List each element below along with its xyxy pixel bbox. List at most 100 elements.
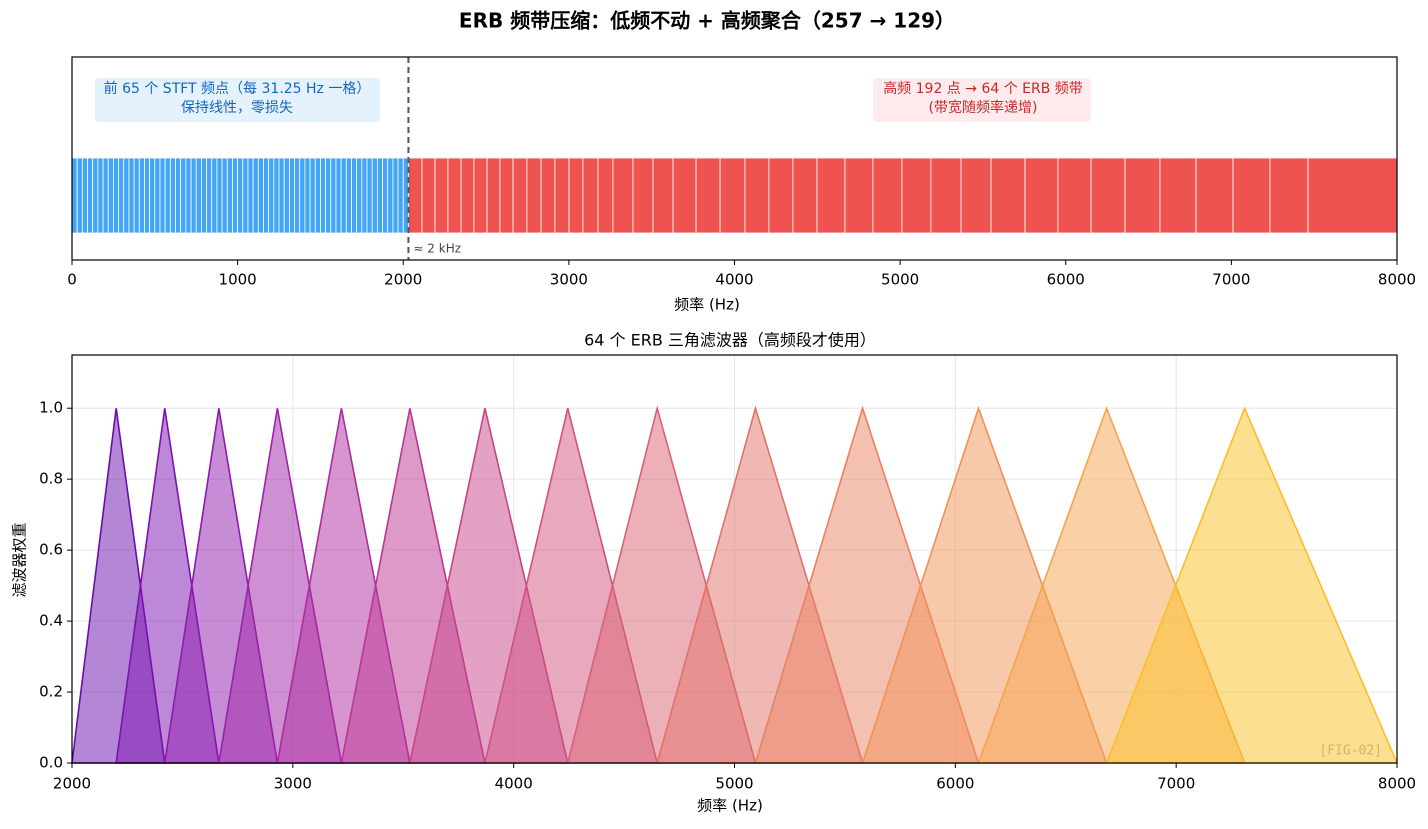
band bbox=[180, 157, 187, 234]
band bbox=[247, 157, 254, 234]
band bbox=[1124, 157, 1161, 234]
band bbox=[421, 157, 436, 234]
band bbox=[345, 157, 352, 234]
band bbox=[792, 157, 818, 234]
band bbox=[206, 157, 213, 234]
annotation-box bbox=[873, 78, 1091, 122]
y-tick-label: 1.0 bbox=[39, 399, 63, 417]
band bbox=[268, 157, 275, 234]
band bbox=[361, 157, 368, 234]
band bbox=[299, 157, 306, 234]
x-tick-label: 3000 bbox=[550, 271, 588, 289]
band bbox=[273, 157, 280, 234]
band bbox=[672, 157, 697, 234]
x-tick-label: 7000 bbox=[1212, 271, 1250, 289]
band bbox=[960, 157, 992, 234]
band bbox=[76, 157, 83, 234]
band bbox=[335, 157, 342, 234]
y-tick-label: 0.6 bbox=[39, 541, 63, 559]
band bbox=[71, 157, 78, 234]
annotation: 前 65 个 STFT 频点（每 31.25 Hz 一格） bbox=[104, 80, 371, 97]
band bbox=[844, 157, 874, 234]
band bbox=[200, 157, 207, 234]
band bbox=[149, 157, 156, 234]
annotation: 高频 192 点 → 64 个 ERB 频带 bbox=[883, 80, 1083, 97]
y-tick-label: 0.2 bbox=[39, 683, 63, 701]
band bbox=[568, 157, 584, 234]
y-tick-label: 0.0 bbox=[39, 754, 63, 772]
split-label: ≈ 2 kHz bbox=[413, 242, 461, 256]
band bbox=[164, 157, 171, 234]
band bbox=[582, 157, 599, 234]
x-tick-label: 6000 bbox=[1047, 271, 1085, 289]
band bbox=[87, 157, 94, 234]
band bbox=[376, 157, 383, 234]
band bbox=[232, 157, 239, 234]
x-tick-label: 2000 bbox=[53, 775, 91, 793]
x-axis-label: 频率 (Hz) bbox=[697, 797, 763, 815]
x-tick-label: 5000 bbox=[881, 271, 919, 289]
band bbox=[612, 157, 634, 234]
y-tick-label: 0.8 bbox=[39, 470, 63, 488]
band bbox=[128, 157, 135, 234]
band bbox=[190, 157, 197, 234]
band bbox=[294, 157, 301, 234]
band bbox=[237, 157, 244, 234]
band bbox=[512, 157, 528, 234]
band bbox=[744, 157, 770, 234]
band bbox=[309, 157, 316, 234]
band bbox=[216, 157, 223, 234]
x-tick-label: 7000 bbox=[1157, 775, 1195, 793]
band bbox=[1269, 157, 1309, 234]
band bbox=[123, 157, 130, 234]
band bbox=[460, 157, 475, 234]
band bbox=[92, 157, 99, 234]
band bbox=[325, 157, 332, 234]
band bbox=[366, 157, 373, 234]
band bbox=[278, 157, 285, 234]
annotation: 保持线性，零损失 bbox=[181, 100, 293, 116]
figure-title: ERB 频带压缩：低频不动 + 高频聚合（257 → 129） bbox=[459, 9, 955, 33]
band bbox=[990, 157, 1026, 234]
band bbox=[1024, 157, 1059, 234]
band bbox=[1232, 157, 1271, 234]
band bbox=[1057, 157, 1092, 234]
band bbox=[1090, 157, 1126, 234]
band bbox=[408, 157, 423, 234]
band bbox=[768, 157, 794, 234]
band bbox=[159, 157, 166, 234]
x-tick-label: 1000 bbox=[219, 271, 257, 289]
band bbox=[226, 157, 233, 234]
band bbox=[330, 157, 337, 234]
y-tick-label: 0.4 bbox=[39, 612, 63, 630]
band bbox=[382, 157, 389, 234]
band bbox=[695, 157, 721, 234]
x-tick-label: 4000 bbox=[495, 775, 533, 793]
band bbox=[97, 157, 104, 234]
x-tick-label: 2000 bbox=[384, 271, 422, 289]
band bbox=[540, 157, 556, 234]
x-tick-label: 0 bbox=[67, 271, 77, 289]
band bbox=[211, 157, 218, 234]
band bbox=[113, 157, 119, 234]
band bbox=[554, 157, 570, 234]
band bbox=[144, 157, 151, 234]
x-tick-label: 4000 bbox=[715, 271, 753, 289]
band bbox=[499, 157, 514, 234]
x-tick-label: 5000 bbox=[715, 775, 753, 793]
x-tick-label: 8000 bbox=[1378, 775, 1416, 793]
annotation-box bbox=[95, 78, 380, 122]
x-tick-label: 6000 bbox=[936, 775, 974, 793]
band bbox=[138, 157, 145, 234]
band bbox=[169, 157, 176, 234]
band bbox=[221, 157, 228, 234]
band bbox=[185, 157, 192, 234]
band bbox=[473, 157, 488, 234]
band bbox=[263, 157, 270, 234]
band bbox=[371, 157, 378, 234]
band bbox=[387, 157, 394, 234]
band bbox=[107, 157, 114, 234]
band bbox=[102, 157, 109, 234]
